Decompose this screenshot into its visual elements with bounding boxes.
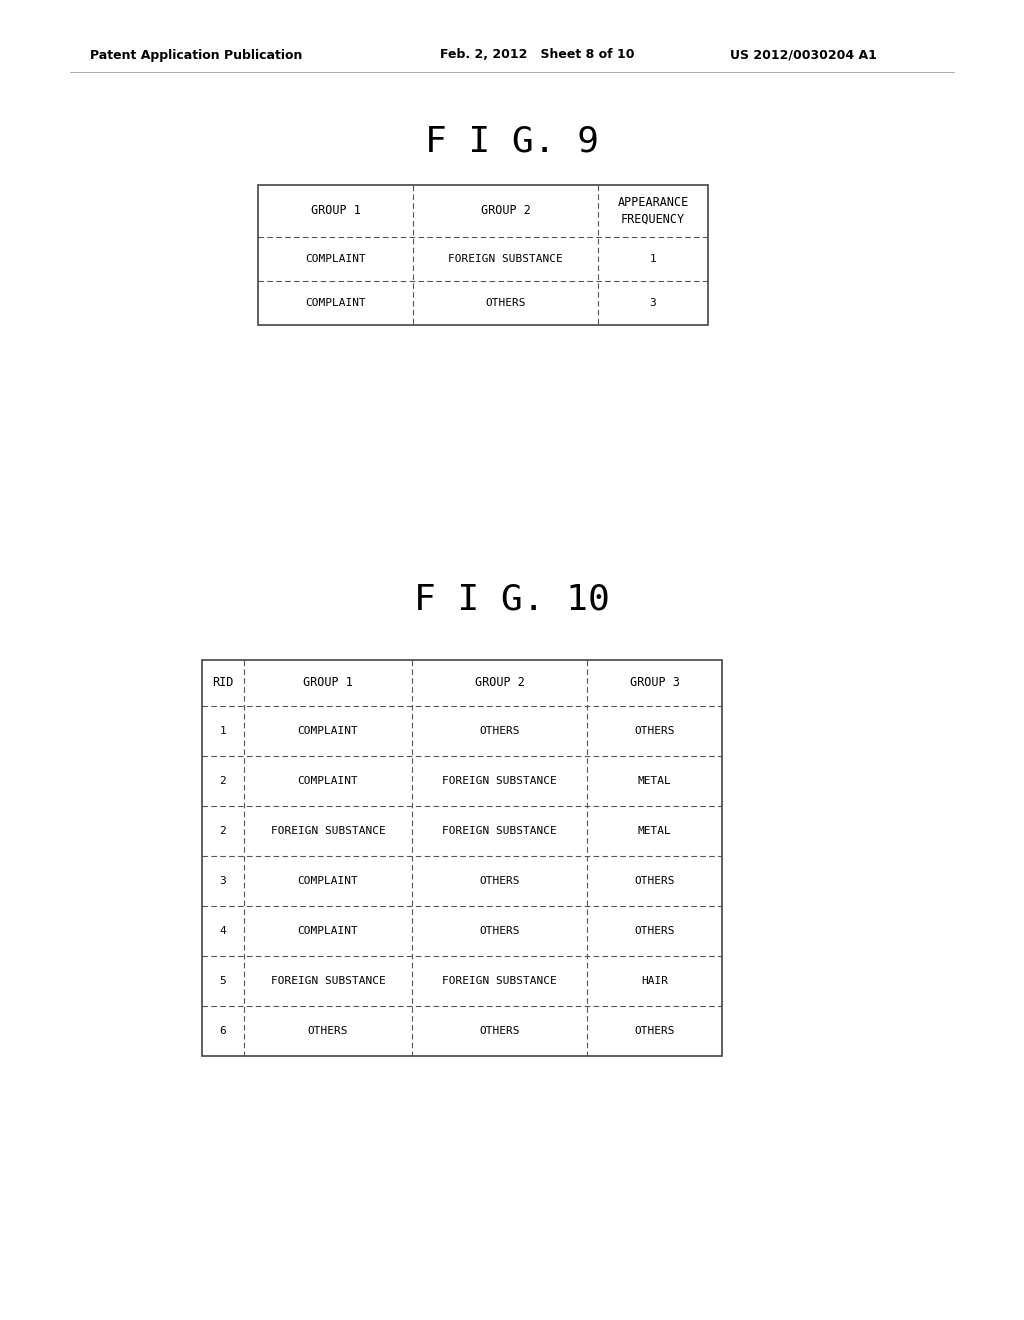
Text: 5: 5 [219, 975, 226, 986]
Text: COMPLAINT: COMPLAINT [298, 876, 358, 886]
Text: OTHERS: OTHERS [634, 927, 675, 936]
Text: 3: 3 [649, 298, 656, 308]
Bar [258, 185, 708, 325]
Text: OTHERS: OTHERS [479, 726, 520, 737]
Text: OTHERS: OTHERS [479, 1026, 520, 1036]
Text: GROUP 3: GROUP 3 [630, 676, 680, 689]
Text: 1: 1 [219, 726, 226, 737]
Text: OTHERS: OTHERS [308, 1026, 348, 1036]
Text: OTHERS: OTHERS [634, 1026, 675, 1036]
Text: OTHERS: OTHERS [634, 726, 675, 737]
Text: GROUP 2: GROUP 2 [480, 205, 530, 218]
Text: US 2012/0030204 A1: US 2012/0030204 A1 [730, 49, 877, 62]
Text: FOREIGN SUBSTANCE: FOREIGN SUBSTANCE [270, 826, 385, 836]
Text: METAL: METAL [638, 776, 672, 785]
Text: FOREIGN SUBSTANCE: FOREIGN SUBSTANCE [449, 253, 563, 264]
Text: 2: 2 [219, 776, 226, 785]
Text: F I G. 9: F I G. 9 [425, 125, 599, 158]
Text: COMPLAINT: COMPLAINT [305, 253, 366, 264]
Text: FOREIGN SUBSTANCE: FOREIGN SUBSTANCE [442, 975, 557, 986]
Text: COMPLAINT: COMPLAINT [305, 298, 366, 308]
Text: F I G. 10: F I G. 10 [414, 583, 610, 616]
Text: 3: 3 [219, 876, 226, 886]
Text: 6: 6 [219, 1026, 226, 1036]
Text: OTHERS: OTHERS [479, 927, 520, 936]
Text: 4: 4 [219, 927, 226, 936]
Text: METAL: METAL [638, 826, 672, 836]
Text: GROUP 2: GROUP 2 [474, 676, 524, 689]
Text: APPEARANCE
FREQUENCY: APPEARANCE FREQUENCY [617, 197, 688, 226]
Text: FOREIGN SUBSTANCE: FOREIGN SUBSTANCE [442, 826, 557, 836]
Text: RID: RID [212, 676, 233, 689]
Text: OTHERS: OTHERS [479, 876, 520, 886]
Text: GROUP 1: GROUP 1 [310, 205, 360, 218]
Text: COMPLAINT: COMPLAINT [298, 776, 358, 785]
Text: 1: 1 [649, 253, 656, 264]
Text: COMPLAINT: COMPLAINT [298, 927, 358, 936]
Bar [202, 660, 722, 1056]
Text: FOREIGN SUBSTANCE: FOREIGN SUBSTANCE [442, 776, 557, 785]
Text: 2: 2 [219, 826, 226, 836]
Text: HAIR: HAIR [641, 975, 668, 986]
Text: Feb. 2, 2012   Sheet 8 of 10: Feb. 2, 2012 Sheet 8 of 10 [440, 49, 635, 62]
Text: GROUP 1: GROUP 1 [303, 676, 353, 689]
Text: FOREIGN SUBSTANCE: FOREIGN SUBSTANCE [270, 975, 385, 986]
Text: OTHERS: OTHERS [634, 876, 675, 886]
Text: Patent Application Publication: Patent Application Publication [90, 49, 302, 62]
Text: COMPLAINT: COMPLAINT [298, 726, 358, 737]
Text: OTHERS: OTHERS [485, 298, 525, 308]
